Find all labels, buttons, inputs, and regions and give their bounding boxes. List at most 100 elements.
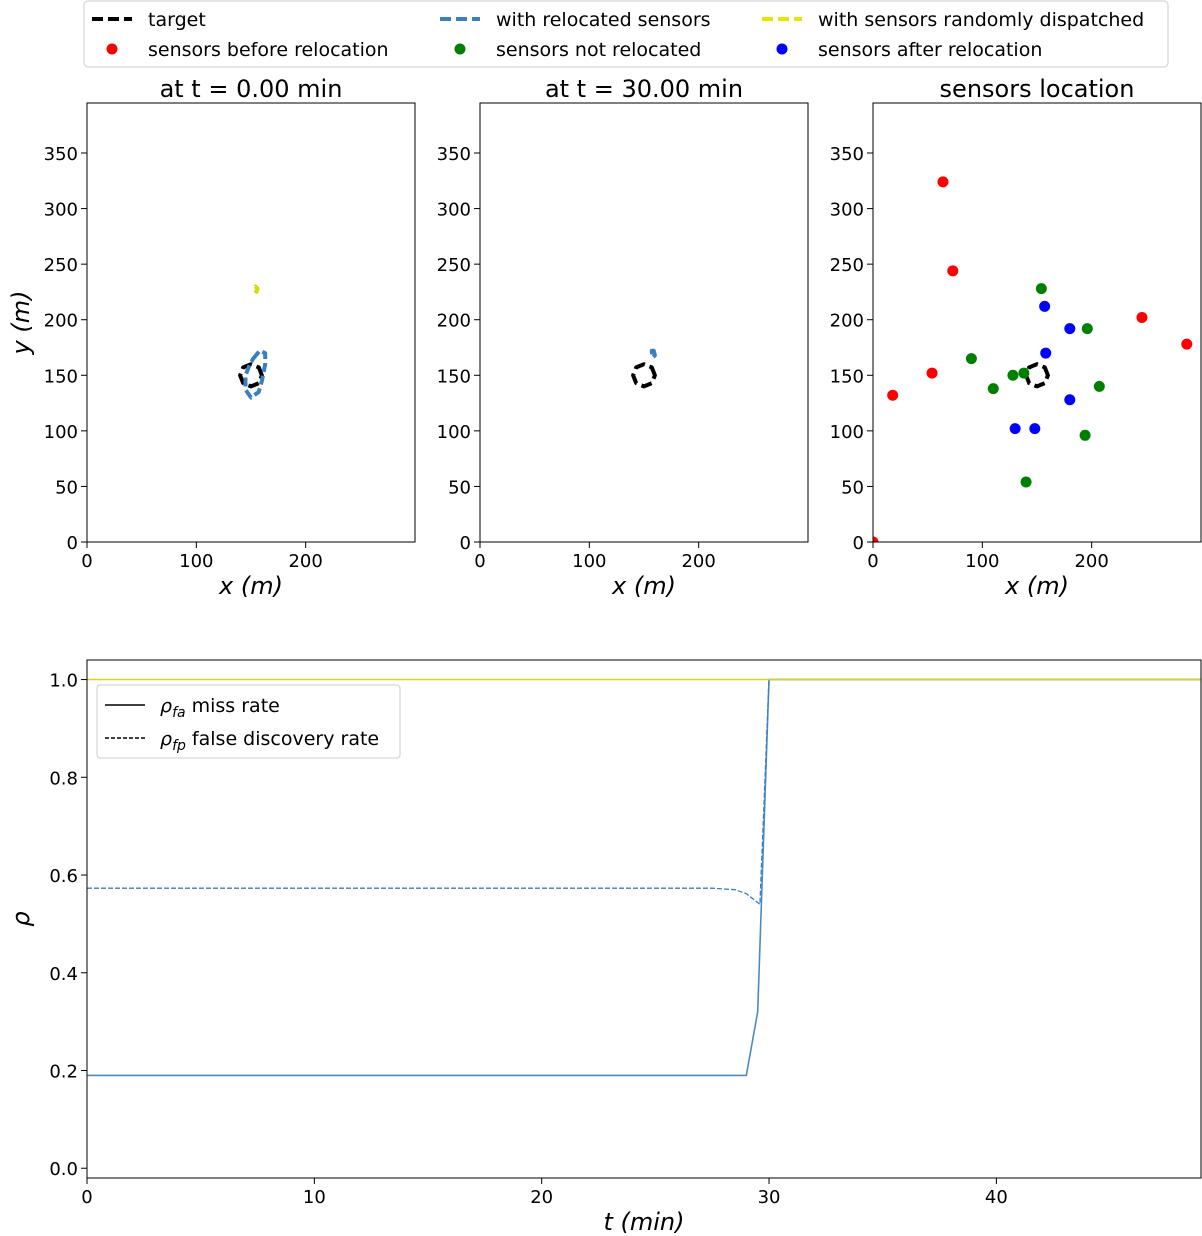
sensor-point <box>937 176 949 188</box>
y-tick-label: 0 <box>853 533 864 554</box>
x-tick-label: 200 <box>681 551 715 572</box>
y-tick-label: 350 <box>44 144 78 165</box>
contour-plot-t0: 0 100 200 0 50 100 150 200 250 300 350 at t = 0.00 … <box>7 75 416 600</box>
sensor-point <box>1007 369 1019 381</box>
series-line <box>238 362 264 389</box>
panel-title: at t = 0.00 min <box>160 75 343 103</box>
y-tick-label: 300 <box>830 200 864 221</box>
x-axis-label: x (m) <box>611 572 676 600</box>
sensor-point <box>1020 476 1032 488</box>
panel-title: sensors location <box>940 75 1135 103</box>
sensor-point <box>1039 300 1051 312</box>
sensor-point <box>926 367 938 379</box>
x-tick-label: 100 <box>965 551 999 572</box>
y-tick-label: 200 <box>44 311 78 332</box>
y-tick-label: 100 <box>44 422 78 443</box>
y-tick-label: 50 <box>448 477 471 498</box>
sensor-location-plot: 0 100 200 0 50 100 150 200 250 300 350 sensors loca… <box>830 75 1202 600</box>
series-line <box>252 284 260 294</box>
x-tick-label: 30 <box>758 1187 781 1208</box>
sensor-point <box>947 265 959 277</box>
y-tick-label: 0.6 <box>49 866 78 887</box>
legend-label: with sensors randomly dispatched <box>818 9 1144 31</box>
y-tick-label: 250 <box>437 255 471 276</box>
y-tick-label: 200 <box>437 311 471 332</box>
sensor-point <box>987 383 999 395</box>
x-tick-label: 40 <box>985 1187 1008 1208</box>
y-tick-label: 50 <box>55 477 78 498</box>
axes-frame <box>872 102 1202 543</box>
legend-subscript: fa <box>172 705 186 721</box>
sensor-point <box>1029 423 1041 435</box>
y-tick-label: 150 <box>830 366 864 387</box>
x-tick-label: 0 <box>81 551 92 572</box>
panel-title: at t = 30.00 min <box>545 75 743 103</box>
legend-label: ρfa miss rate <box>160 695 280 721</box>
x-tick-label: 10 <box>303 1187 326 1208</box>
x-axis-label: x (m) <box>218 572 283 600</box>
sensor-point <box>1136 311 1148 323</box>
rate-line <box>87 678 1201 906</box>
top-legend: target with relocated sensors with sensors… <box>83 0 1169 68</box>
legend-box <box>83 0 1169 68</box>
y-tick-label: 100 <box>830 422 864 443</box>
y-tick-label: 100 <box>437 422 471 443</box>
y-tick-label: 250 <box>44 255 78 276</box>
sensor-point <box>1040 347 1052 359</box>
sensor-point <box>1018 367 1030 379</box>
legend-symbol: ρ <box>160 728 172 750</box>
legend-label: sensors before relocation <box>148 39 389 61</box>
y-tick-label: 350 <box>437 144 471 165</box>
y-axis-label: y (m) <box>7 291 35 356</box>
y-tick-label: 150 <box>44 366 78 387</box>
y-tick-label: 0.0 <box>49 1159 78 1180</box>
y-tick-label: 300 <box>437 200 471 221</box>
legend-dot-sample <box>454 43 466 55</box>
x-tick-label: 200 <box>1074 551 1108 572</box>
sensor-point <box>887 389 899 401</box>
legend-text: miss rate <box>186 695 280 717</box>
sensor-point <box>1093 380 1105 392</box>
y-tick-label: 200 <box>830 311 864 332</box>
sensor-point <box>1009 423 1021 435</box>
sensor-point <box>965 353 977 365</box>
x-tick-label: 0 <box>81 1187 92 1208</box>
legend-dot-sample <box>776 43 788 55</box>
legend-label: with relocated sensors <box>496 9 711 31</box>
axes-frame <box>86 659 1202 1179</box>
legend-text: false discovery rate <box>186 728 379 750</box>
legend-dot-sample <box>106 43 118 55</box>
y-tick-label: 300 <box>44 200 78 221</box>
sensor-point <box>1079 429 1091 441</box>
legend-symbol: ρ <box>160 695 172 717</box>
axes-frame <box>86 102 416 543</box>
legend-box <box>96 684 401 759</box>
x-tick-label: 0 <box>474 551 485 572</box>
x-tick-label: 20 <box>530 1187 553 1208</box>
legend-label: target <box>148 9 206 31</box>
series-line <box>631 362 657 389</box>
y-tick-label: 250 <box>830 255 864 276</box>
sensor-point <box>1064 394 1076 406</box>
y-tick-label: 0.8 <box>49 768 78 789</box>
legend-label: ρfp false discovery rate <box>160 728 379 754</box>
x-axis-label: t (min) <box>603 1208 684 1236</box>
y-tick-label: 0.2 <box>49 1061 78 1082</box>
y-tick-label: 0 <box>460 533 471 554</box>
sensor-point <box>1035 283 1047 295</box>
contour-plot-t30: 0 100 200 0 50 100 150 200 250 300 350 at t = 30.00… <box>437 75 809 600</box>
y-tick-label: 50 <box>841 477 864 498</box>
x-tick-label: 0 <box>867 551 878 572</box>
sensor-point <box>873 536 879 542</box>
y-tick-label: 1.0 <box>49 671 78 692</box>
series-line <box>649 348 657 360</box>
y-tick-label: 0 <box>67 533 78 554</box>
x-tick-label: 200 <box>288 551 322 572</box>
y-tick-label: 150 <box>437 366 471 387</box>
plot-area <box>87 678 1201 1077</box>
x-tick-label: 100 <box>179 551 213 572</box>
y-tick-label: 350 <box>830 144 864 165</box>
legend-label: sensors not relocated <box>496 39 701 61</box>
y-tick-label: 0.4 <box>49 964 78 985</box>
